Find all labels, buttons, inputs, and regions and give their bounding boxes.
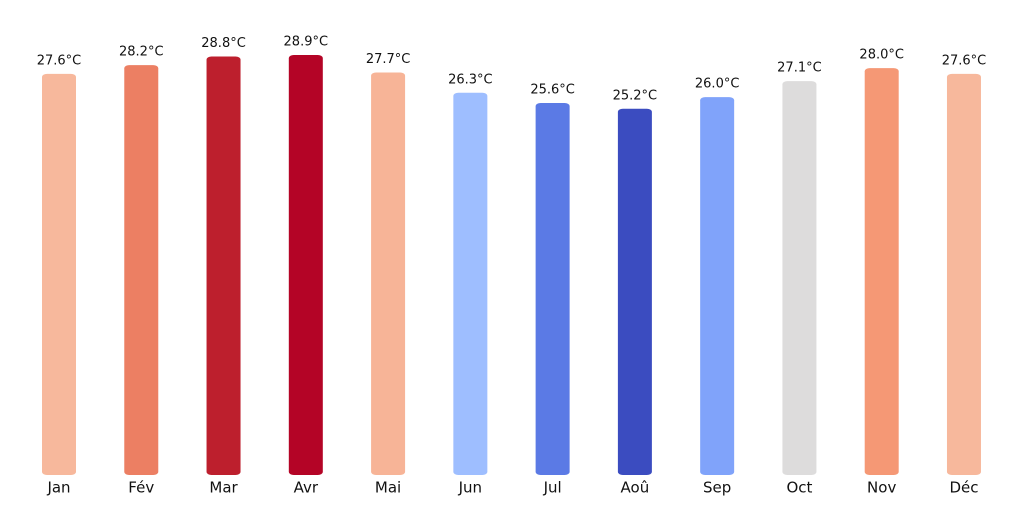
- x-tick-label: Jan: [46, 479, 70, 497]
- value-label: 28.9°C: [284, 35, 329, 50]
- bar: [453, 92, 488, 476]
- bar: [864, 68, 899, 475]
- bar: [206, 56, 241, 476]
- value-label: 27.6°C: [942, 53, 987, 68]
- x-tick-label: Avr: [294, 479, 319, 497]
- x-tick-label: Aoû: [621, 479, 650, 497]
- bar: [700, 97, 735, 476]
- bar: [124, 65, 159, 476]
- x-tick-label: Nov: [867, 479, 896, 497]
- bar: [946, 73, 981, 475]
- bar: [288, 55, 323, 475]
- value-label: 26.3°C: [448, 72, 493, 87]
- value-label: 28.8°C: [201, 36, 246, 51]
- x-tick-label: Déc: [949, 479, 978, 497]
- x-tick-label: Sep: [703, 479, 731, 497]
- x-tick-label: Mar: [209, 479, 238, 497]
- bar: [371, 72, 406, 475]
- value-label: 27.6°C: [37, 53, 82, 68]
- value-label: 27.1°C: [777, 61, 822, 76]
- bar: [535, 102, 570, 475]
- bar: [782, 81, 817, 475]
- bar: [617, 108, 652, 475]
- value-label: 25.2°C: [613, 88, 658, 103]
- value-label: 28.0°C: [859, 48, 904, 63]
- x-tick-label: Mai: [375, 479, 401, 497]
- value-label: 26.0°C: [695, 77, 740, 92]
- x-tick-label: Fév: [128, 479, 154, 497]
- x-tick-label: Jun: [458, 479, 482, 497]
- x-tick-label: Oct: [786, 479, 812, 497]
- value-label: 27.7°C: [366, 52, 411, 67]
- x-tick-label: Jul: [543, 479, 562, 497]
- value-label: 28.2°C: [119, 45, 164, 60]
- value-label: 25.6°C: [530, 82, 575, 97]
- bar: [42, 73, 76, 475]
